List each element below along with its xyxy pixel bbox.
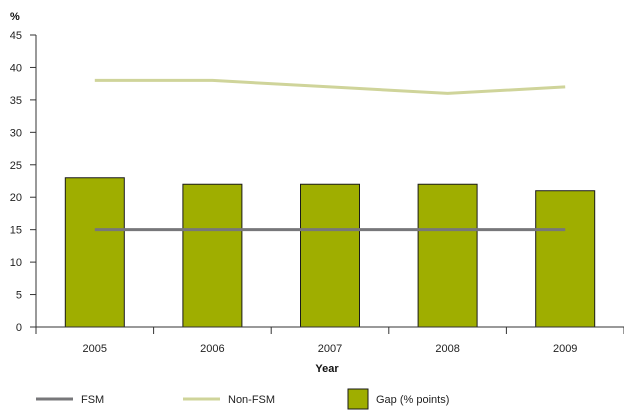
y-tick-label: 5 bbox=[16, 290, 22, 302]
x-tick-label: 2007 bbox=[318, 343, 342, 355]
bar-series bbox=[64, 177, 596, 328]
y-axis: 0 5 10 15 20 25 30 35 40 45 bbox=[10, 30, 37, 334]
bar-gap-2006 bbox=[182, 183, 243, 328]
bar-gap-2009 bbox=[535, 190, 596, 328]
x-tick-label: 2005 bbox=[83, 343, 107, 355]
y-tick-label: 25 bbox=[10, 160, 22, 172]
y-tick-label: 30 bbox=[10, 127, 22, 139]
y-tick-label: 10 bbox=[10, 257, 22, 269]
x-axis-title: Year bbox=[315, 363, 339, 375]
y-tick-label: 20 bbox=[10, 192, 22, 204]
line-series bbox=[94, 78, 566, 232]
legend-swatch bbox=[347, 388, 369, 410]
y-axis-title: % bbox=[10, 11, 20, 23]
x-tick-label: 2009 bbox=[553, 343, 577, 355]
bar-gap-2008 bbox=[417, 183, 478, 328]
legend: FSM Non-FSM Gap (% points) bbox=[36, 388, 449, 410]
x-tick-label: 2006 bbox=[200, 343, 224, 355]
legend-label: FSM bbox=[81, 394, 104, 406]
y-tick-label: 35 bbox=[10, 95, 22, 107]
x-axis: 2005 2006 2007 2008 2009 bbox=[35, 326, 624, 355]
legend-label: Gap (% points) bbox=[376, 394, 449, 406]
y-tick-label: 0 bbox=[16, 322, 22, 334]
y-tick-label: 15 bbox=[10, 225, 22, 237]
y-tick-label: 45 bbox=[10, 30, 22, 42]
bar-gap-2005 bbox=[64, 177, 125, 328]
x-tick-label: 2008 bbox=[435, 343, 459, 355]
bar-gap-2007 bbox=[300, 183, 360, 328]
y-tick-label: 40 bbox=[10, 62, 22, 74]
legend-label: Non-FSM bbox=[228, 394, 275, 406]
line-non-fsm bbox=[94, 78, 566, 95]
